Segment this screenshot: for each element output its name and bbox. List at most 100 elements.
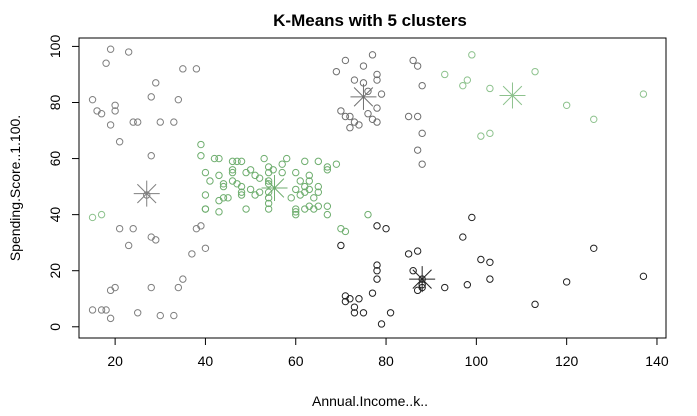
- y-axis-label: Spending.Score..1.100.: [7, 115, 23, 261]
- y-tick-label: 0: [47, 323, 63, 331]
- data-point: [237, 191, 246, 199]
- data-point: [346, 124, 354, 132]
- data-point: [197, 222, 205, 230]
- y-tick-label: 60: [47, 151, 63, 167]
- y-tick-label: 40: [47, 207, 63, 223]
- data-point: [531, 300, 539, 309]
- data-point: [314, 188, 323, 196]
- data-point: [287, 194, 295, 202]
- data-point: [314, 202, 323, 210]
- data-point: [341, 112, 350, 121]
- y-tick-label: 80: [47, 94, 63, 110]
- data-point: [413, 247, 422, 255]
- data-point: [156, 118, 164, 126]
- data-point: [364, 110, 372, 118]
- data-point: [237, 188, 246, 196]
- data-point: [106, 286, 115, 295]
- data-point: [292, 205, 300, 213]
- data-point: [228, 166, 237, 174]
- data-point: [486, 84, 494, 93]
- data-point: [197, 140, 205, 149]
- data-point: [350, 303, 359, 311]
- data-point: [337, 107, 345, 115]
- data-point: [124, 48, 133, 56]
- data-point: [323, 163, 332, 171]
- data-point: [215, 208, 223, 216]
- data-point: [373, 261, 381, 269]
- data-point: [255, 188, 264, 196]
- data-point: [228, 168, 237, 177]
- data-point: [88, 306, 97, 314]
- data-point: [292, 168, 300, 177]
- cluster-3-centroid: [499, 82, 526, 109]
- data-point: [323, 166, 332, 174]
- data-point: [346, 295, 354, 303]
- data-points: [88, 45, 648, 328]
- data-point: [346, 112, 354, 121]
- y-axis: 0 20 40 60 80 100: [47, 35, 80, 331]
- data-point: [292, 185, 300, 194]
- x-tick-label: 140: [645, 353, 669, 369]
- data-point: [102, 306, 110, 314]
- data-point: [201, 205, 210, 213]
- data-point: [409, 56, 417, 65]
- x-axis-label: Annual.Income..k..: [312, 393, 428, 409]
- data-point: [355, 295, 363, 303]
- data-point: [115, 224, 124, 233]
- data-point: [269, 166, 277, 174]
- x-tick-label: 120: [555, 353, 579, 369]
- data-point: [359, 62, 368, 70]
- data-point: [242, 205, 250, 213]
- data-point: [314, 157, 323, 166]
- data-point: [418, 160, 426, 168]
- data-point: [377, 320, 386, 328]
- data-point: [115, 138, 124, 146]
- data-point: [201, 244, 210, 252]
- data-point: [201, 191, 210, 199]
- data-point: [134, 309, 142, 317]
- data-point: [468, 51, 476, 59]
- data-point: [152, 79, 160, 87]
- data-point: [337, 241, 345, 250]
- data-point: [350, 309, 359, 317]
- data-point: [170, 118, 178, 126]
- data-point: [215, 171, 223, 180]
- data-point: [486, 129, 494, 138]
- data-point: [373, 222, 381, 230]
- data-point: [562, 278, 571, 286]
- data-point: [174, 95, 183, 104]
- x-tick-label: 80: [378, 353, 394, 369]
- data-point: [278, 160, 286, 168]
- data-point: [111, 101, 119, 109]
- data-point: [134, 118, 142, 126]
- data-point: [129, 118, 137, 126]
- data-point: [170, 311, 178, 320]
- data-point: [409, 267, 417, 275]
- data-point: [639, 272, 648, 281]
- data-point: [404, 112, 413, 121]
- cluster-5-centroid: [261, 175, 288, 201]
- data-point: [477, 255, 485, 264]
- data-point: [441, 70, 449, 79]
- data-point: [264, 177, 273, 185]
- data-point: [355, 121, 363, 129]
- data-point: [179, 65, 187, 73]
- data-point: [413, 112, 422, 121]
- data-point: [332, 67, 341, 76]
- data-point: [386, 309, 395, 317]
- data-point: [418, 129, 426, 138]
- chart-title: K-Means with 5 clusters: [273, 11, 467, 30]
- data-point: [305, 185, 313, 194]
- data-point: [486, 258, 494, 266]
- data-point: [441, 283, 449, 292]
- data-point: [97, 110, 106, 118]
- data-point: [192, 65, 201, 73]
- cluster-3-points: [88, 51, 648, 222]
- data-point: [264, 205, 273, 213]
- data-point: [359, 309, 368, 317]
- data-point: [111, 107, 119, 115]
- data-point: [147, 93, 155, 101]
- data-point: [590, 115, 598, 124]
- data-point: [477, 132, 485, 140]
- data-point: [106, 121, 115, 129]
